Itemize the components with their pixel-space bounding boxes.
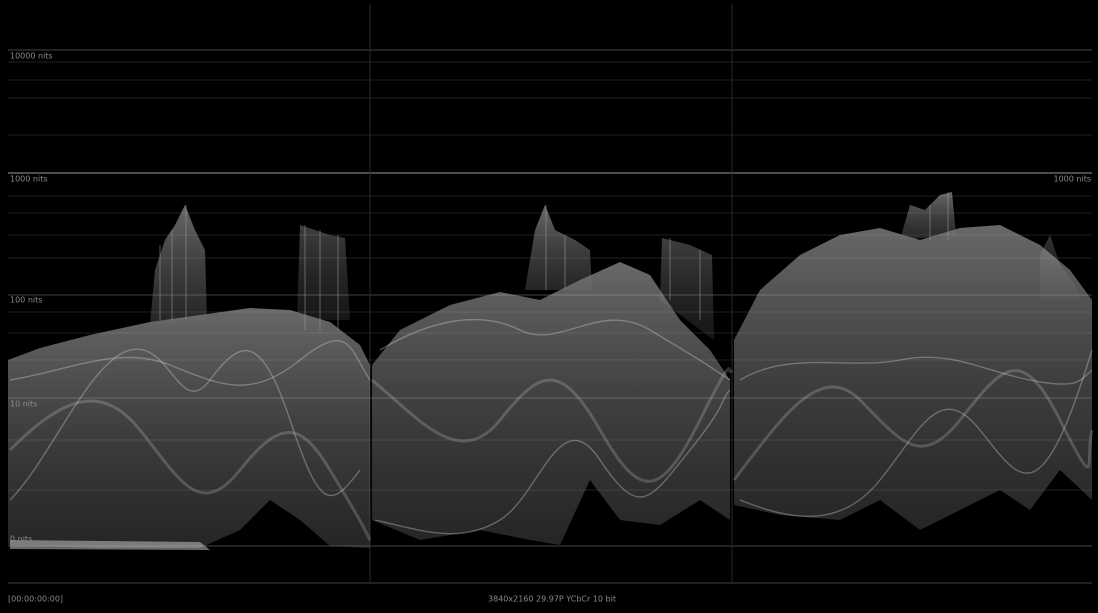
scale-label: 1000 nits <box>1054 175 1092 184</box>
scale-label: 0 nits <box>10 535 32 544</box>
scale-label: 10000 nits <box>10 52 53 61</box>
scale-label: 100 nits <box>10 296 42 305</box>
waveform-monitor: 10000 nits 1000 nits 1000 nits 100 nits … <box>0 0 1098 613</box>
scale-label: 1000 nits <box>10 175 48 184</box>
timecode: [00:00:00:00] <box>8 595 63 604</box>
scale-label: 10 nits <box>10 400 37 409</box>
format-info: 3840x2160 29.97P YCbCr 10 bit <box>488 595 616 604</box>
waveform-trace <box>8 192 1092 550</box>
